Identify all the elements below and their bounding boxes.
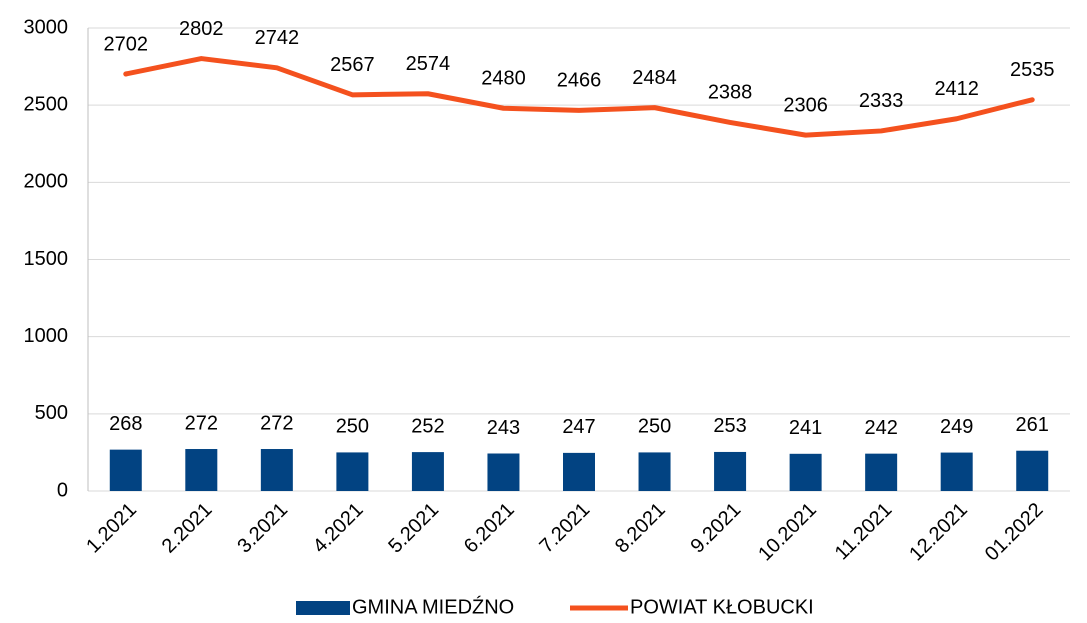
x-tick-label: 01.2022 xyxy=(981,499,1048,566)
data-label: 252 xyxy=(411,415,444,437)
x-tick-label: 8.2021 xyxy=(611,499,670,558)
data-label: 2535 xyxy=(1010,59,1055,81)
data-label: 250 xyxy=(336,416,369,438)
data-label: 249 xyxy=(940,416,973,438)
y-tick-label: 3000 xyxy=(24,16,69,38)
bar xyxy=(563,452,595,491)
data-label: 2702 xyxy=(104,33,149,55)
data-label: 247 xyxy=(562,416,595,438)
bar xyxy=(109,449,142,491)
bar xyxy=(940,452,973,491)
bar xyxy=(865,453,898,491)
x-tick-label: 4.2021 xyxy=(309,499,368,558)
bar xyxy=(789,453,822,491)
data-label: 2480 xyxy=(481,68,526,90)
bar xyxy=(1016,450,1049,491)
data-label: 2412 xyxy=(934,78,979,100)
bar xyxy=(185,449,218,491)
bar xyxy=(336,452,369,491)
y-tick-label: 2000 xyxy=(24,171,69,193)
y-tick-label: 2500 xyxy=(24,93,69,115)
y-tick-label: 500 xyxy=(35,402,68,424)
y-tick-label: 1000 xyxy=(24,325,69,347)
x-tick-label: 10.2021 xyxy=(754,499,821,566)
x-tick-label: 2.2021 xyxy=(158,499,217,558)
bar xyxy=(260,449,293,491)
data-label: 2574 xyxy=(406,53,451,75)
legend-swatch xyxy=(296,601,350,615)
bar xyxy=(487,453,520,491)
legend-label: POWIAT KŁOBUCKI xyxy=(630,596,814,618)
bar xyxy=(411,452,444,491)
y-tick-label: 1500 xyxy=(24,248,69,270)
data-label: 2333 xyxy=(859,90,904,112)
data-label: 2802 xyxy=(179,18,224,40)
data-label: 2484 xyxy=(632,67,677,89)
y-tick-label: 0 xyxy=(57,479,68,501)
x-tick-label: 1.2021 xyxy=(82,499,141,558)
data-label: 2567 xyxy=(330,54,375,76)
x-tick-label: 7.2021 xyxy=(535,499,594,558)
data-label: 261 xyxy=(1016,414,1049,436)
data-label: 2388 xyxy=(708,82,753,104)
data-label: 2742 xyxy=(255,27,300,49)
legend-label: GMINA MIEDŹNO xyxy=(352,595,514,618)
data-label: 272 xyxy=(260,412,293,434)
x-tick-label: 12.2021 xyxy=(905,499,972,566)
x-tick-label: 11.2021 xyxy=(831,499,897,565)
bar xyxy=(714,451,747,491)
data-label: 268 xyxy=(109,413,142,435)
x-tick-label: 3.2021 xyxy=(233,499,292,558)
data-label: 250 xyxy=(638,416,671,438)
bar xyxy=(638,452,671,491)
x-tick-label: 9.2021 xyxy=(687,499,746,558)
data-label: 2306 xyxy=(783,94,828,116)
data-label: 253 xyxy=(713,415,746,437)
line xyxy=(123,56,1035,138)
x-tick-label: 5.2021 xyxy=(384,499,443,558)
data-label: 2466 xyxy=(557,70,602,92)
data-label: 242 xyxy=(864,417,897,439)
data-label: 243 xyxy=(487,417,520,439)
data-label: 272 xyxy=(185,412,218,434)
x-tick-label: 6.2021 xyxy=(460,499,519,558)
data-label: 241 xyxy=(789,417,822,439)
